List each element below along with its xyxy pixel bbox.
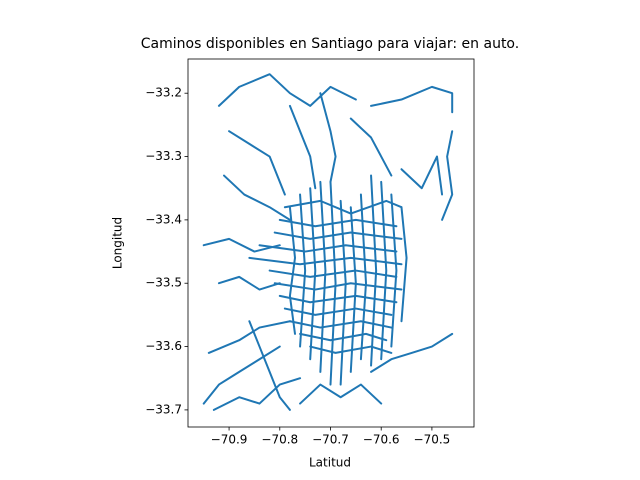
road bbox=[299, 332, 388, 342]
y-tick-label: −33.5 bbox=[145, 276, 182, 290]
road bbox=[207, 320, 291, 354]
road bbox=[400, 155, 444, 196]
road bbox=[349, 117, 393, 177]
road bbox=[339, 199, 347, 386]
plot-area bbox=[202, 73, 454, 411]
y-tick-label: −33.6 bbox=[145, 339, 182, 353]
road bbox=[299, 193, 307, 348]
road bbox=[217, 275, 281, 291]
x-tick-label: −70.5 bbox=[414, 433, 451, 447]
road bbox=[288, 206, 296, 335]
x-tick-label: −70.8 bbox=[261, 433, 298, 447]
road bbox=[288, 104, 317, 190]
y-tick-label: −33.7 bbox=[145, 402, 182, 416]
road bbox=[202, 237, 281, 253]
road bbox=[258, 244, 398, 253]
road bbox=[278, 218, 398, 228]
x-tick-label: −70.6 bbox=[363, 433, 400, 447]
road bbox=[370, 85, 454, 114]
road bbox=[278, 294, 398, 304]
road bbox=[288, 320, 393, 329]
y-tick-label: −33.2 bbox=[145, 86, 182, 100]
y-tick-label: −33.4 bbox=[145, 212, 182, 226]
y-tick-label: −33.3 bbox=[145, 149, 182, 163]
axes-frame bbox=[187, 58, 475, 428]
road bbox=[390, 193, 398, 348]
road bbox=[309, 187, 317, 361]
road bbox=[202, 345, 281, 405]
road bbox=[212, 377, 302, 411]
x-axis-label: Latitud bbox=[309, 456, 351, 470]
road bbox=[349, 206, 357, 373]
x-tick-label: −70.7 bbox=[312, 433, 349, 447]
road bbox=[299, 383, 383, 405]
y-axis-label: Longitud bbox=[111, 217, 125, 269]
chart-title: Caminos disponibles en Santiago para via… bbox=[141, 36, 519, 52]
x-tick-label: −70.9 bbox=[211, 433, 248, 447]
road bbox=[223, 174, 291, 221]
road bbox=[329, 180, 337, 386]
road bbox=[217, 73, 357, 107]
road bbox=[248, 320, 291, 411]
road bbox=[228, 130, 286, 196]
road bbox=[370, 332, 454, 373]
road bbox=[400, 206, 408, 323]
road bbox=[441, 130, 454, 221]
road bbox=[370, 174, 378, 367]
road bbox=[319, 180, 327, 373]
road bbox=[319, 92, 337, 183]
road bbox=[359, 193, 367, 361]
road bbox=[380, 180, 388, 361]
